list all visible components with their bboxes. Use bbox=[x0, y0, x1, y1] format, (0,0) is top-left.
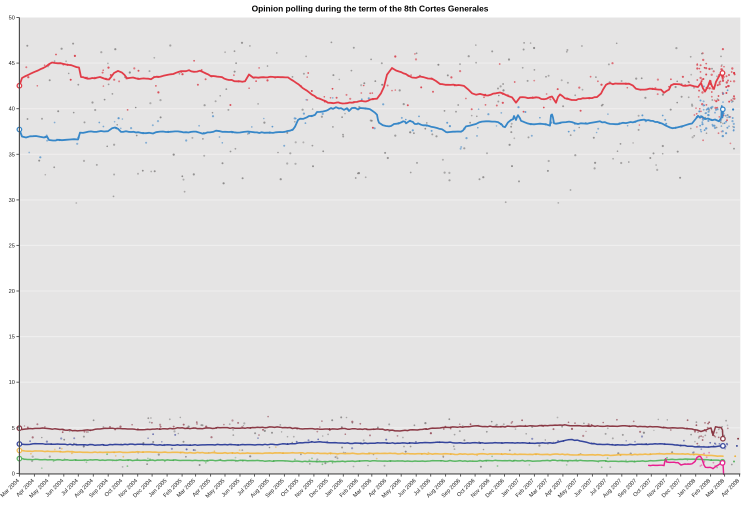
svg-text:10: 10 bbox=[9, 380, 15, 386]
svg-text:5: 5 bbox=[12, 426, 15, 432]
svg-text:30: 30 bbox=[9, 198, 15, 204]
svg-text:50: 50 bbox=[9, 16, 15, 22]
svg-text:20: 20 bbox=[9, 289, 15, 295]
svg-text:45: 45 bbox=[9, 61, 15, 67]
svg-text:0: 0 bbox=[12, 471, 15, 477]
svg-text:25: 25 bbox=[9, 243, 15, 249]
svg-text:35: 35 bbox=[9, 152, 15, 158]
svg-text:40: 40 bbox=[9, 107, 15, 113]
svg-text:Opinion polling during the ter: Opinion polling during the term of the 8… bbox=[252, 4, 489, 14]
svg-text:15: 15 bbox=[9, 335, 15, 341]
